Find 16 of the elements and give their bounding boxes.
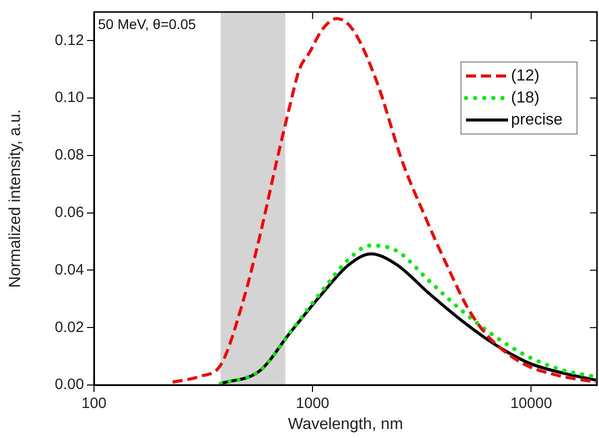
x-tick-label: 100	[81, 395, 107, 412]
x-axis-title: Wavelength, nm	[288, 416, 404, 433]
y-axis-title: Normalized intensity, a.u.	[7, 109, 24, 288]
legend-label: precise	[511, 111, 563, 128]
y-tick-label: 0.06	[54, 204, 84, 221]
x-tick-label: 10000	[510, 395, 552, 412]
x-tick-label: 1000	[296, 395, 330, 412]
y-tick-label: 0.08	[54, 146, 84, 164]
legend-label: (18)	[511, 89, 540, 106]
y-tick-label: 0.10	[54, 89, 84, 106]
y-tick-label: 0.12	[54, 32, 84, 49]
y-tick-label: 0.00	[54, 376, 84, 394]
legend-label: (12)	[511, 67, 540, 84]
y-tick-label: 0.02	[54, 318, 84, 336]
y-tick-label: 0.04	[54, 261, 84, 278]
annotation: 50 MeV, θ=0.05	[98, 16, 196, 32]
